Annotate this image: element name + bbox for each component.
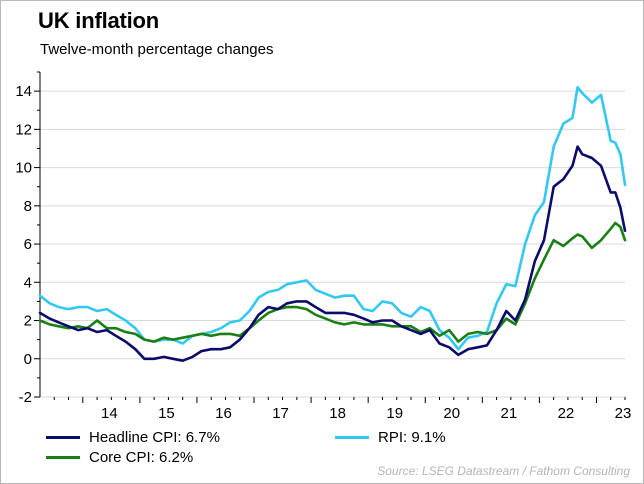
x-tick-label: 17 [272, 405, 289, 422]
legend-label-headline-cpi: Headline CPI: 6.7% [89, 429, 220, 446]
x-tick-label: 16 [215, 405, 232, 422]
gridlines [40, 90, 625, 398]
tick-labels: -2 0 2 4 6 8 10 12 14 14 15 16 17 18 19 20 21 22 23 [15, 83, 631, 422]
y-tick-label: -2 [19, 389, 32, 406]
x-tick-label: 15 [158, 405, 175, 422]
chart-title: UK inflation [38, 8, 160, 33]
legend-item-rpi: RPI: 9.1% [335, 429, 446, 446]
x-tick-label: 20 [443, 405, 460, 422]
y-tick-label: 14 [15, 83, 32, 100]
y-tick-label: 10 [15, 160, 32, 177]
legend-item-core-cpi: Core CPI: 6.2% [46, 449, 193, 466]
y-tick-label: 12 [15, 121, 32, 138]
series-lines [38, 86, 627, 362]
x-tick-label: 22 [558, 405, 575, 422]
legend-swatch-core-cpi [46, 456, 80, 459]
series-line-core-cpi [38, 221, 627, 343]
y-tick-label: 8 [24, 198, 32, 215]
axes [34, 71, 626, 403]
legend-label-core-cpi: Core CPI: 6.2% [89, 449, 194, 466]
source-note: Source: LSEG Datastream / Fathom Consult… [377, 464, 630, 478]
x-tick-label: 14 [101, 405, 118, 422]
series-line-headline-cpi [38, 145, 627, 362]
y-tick-label: 6 [24, 236, 32, 253]
legend-label-rpi: RPI: 9.1% [378, 429, 446, 446]
legend-swatch-headline-cpi [46, 436, 80, 439]
x-tick-label: 19 [386, 405, 403, 422]
series-line-rpi [38, 86, 627, 351]
legend-swatch-rpi [335, 436, 369, 439]
y-tick-label: 0 [24, 351, 32, 368]
legend-item-headline-cpi: Headline CPI: 6.7% [46, 429, 220, 446]
chart-subtitle: Twelve-month percentage changes [40, 41, 274, 58]
x-tick-label: 21 [501, 405, 518, 422]
y-tick-label: 4 [24, 274, 32, 291]
y-tick-label: 2 [24, 313, 32, 330]
x-tick-label: 18 [329, 405, 346, 422]
x-tick-label: 23 [615, 405, 632, 422]
